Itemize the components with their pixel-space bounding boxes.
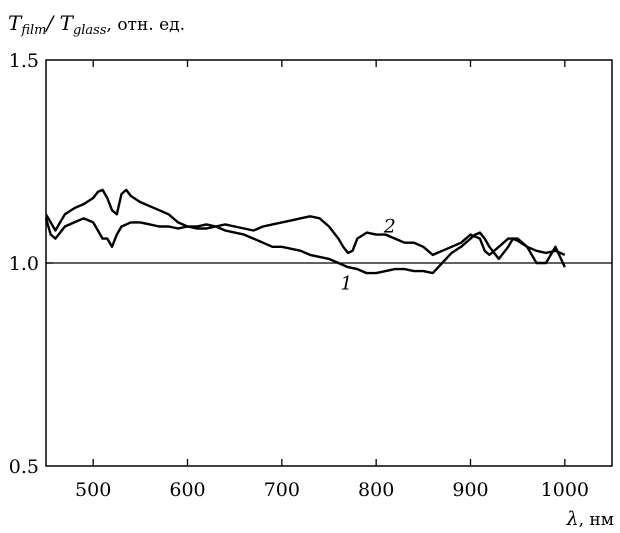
x-tick-label-500: 500: [75, 479, 111, 501]
series-1-line: [44, 188, 566, 275]
x-axis-label-unit: , нм: [579, 510, 614, 530]
svg-text:Tfilm/ Tglass, отн. ед.: Tfilm/ Tglass, отн. ед.: [8, 11, 185, 38]
x-tick-label-800: 800: [358, 479, 394, 501]
y-axis-label-sub1: film: [20, 23, 46, 38]
x-tick-label-1000: 1000: [541, 479, 589, 501]
x-axis-label-symbol: λ: [566, 508, 579, 530]
y-axis-label-sub2: glass: [73, 23, 107, 38]
svg-text:λ, нм: λ, нм: [566, 508, 614, 530]
y-axis-label-unit: , отн. ед.: [107, 15, 186, 35]
x-tick-label-700: 700: [264, 479, 300, 501]
y-axis-label: Tfilm/ Tglass, отн. ед.: [8, 11, 185, 38]
series-1-label: 1: [340, 272, 352, 294]
ticks: [46, 60, 566, 466]
y-tick-label-1.5: 1.5: [9, 50, 39, 72]
series-group: [44, 188, 566, 275]
y-axis-label-main: T: [8, 11, 23, 35]
y-tick-label-0.5: 0.5: [9, 456, 39, 478]
x-tick-label-900: 900: [452, 479, 488, 501]
y-axis-label-sep: / T: [45, 11, 75, 35]
series-2-line: [44, 215, 566, 257]
tick-labels: 500 600 700 800 900 1000 0.5 1.0 1.5: [9, 50, 589, 501]
x-tick-label-600: 600: [169, 479, 205, 501]
x-axis-label: λ, нм: [566, 508, 614, 530]
series-labels: 12: [340, 216, 395, 295]
y-tick-label-1.0: 1.0: [9, 253, 39, 275]
series-2-label: 2: [383, 216, 396, 238]
